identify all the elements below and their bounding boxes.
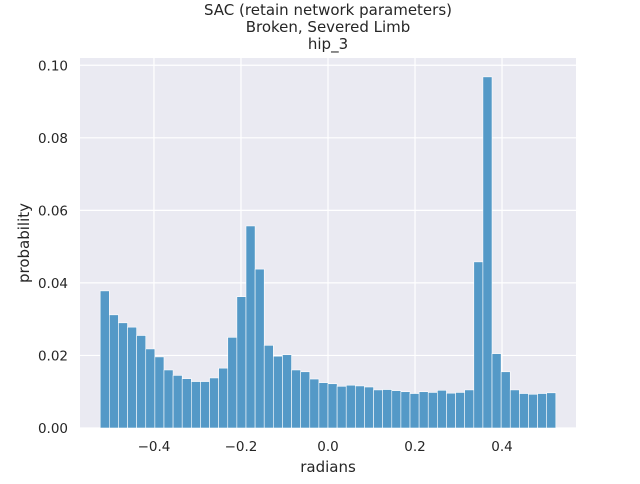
chart-title: SAC (retain network parameters)Broken, S… [204, 1, 452, 54]
histogram-bar [437, 389, 447, 429]
histogram-bar [373, 389, 383, 429]
histogram-bar [245, 225, 256, 429]
histogram-bar [127, 326, 137, 429]
histogram-bar [200, 381, 210, 429]
histogram-bar [537, 393, 547, 429]
histogram-bar [464, 389, 475, 429]
histogram-bar [482, 76, 493, 429]
histogram-bar [455, 392, 465, 429]
histogram-bar [409, 393, 420, 429]
y-tick-label: 0.04 [38, 276, 68, 292]
chart-title-line-2: Broken, Severed Limb [246, 18, 411, 36]
histogram-bar [391, 390, 402, 429]
histogram-bar [99, 290, 110, 429]
histogram-bar [145, 348, 156, 429]
chart-title-line-3: hip_3 [308, 35, 348, 54]
bars [99, 76, 557, 429]
histogram-bar [355, 385, 365, 429]
histogram-bar [172, 375, 183, 429]
histogram-bar [163, 369, 174, 429]
chart-title-line-1: SAC (retain network parameters) [204, 1, 452, 19]
y-axis-label: probability [15, 203, 33, 283]
histogram-bar [509, 389, 520, 429]
histogram-bar [491, 353, 502, 429]
histogram-bar [364, 386, 374, 429]
grid-lines [80, 58, 576, 429]
histogram-bar [263, 344, 274, 429]
histogram-bar [109, 314, 119, 429]
histogram-bar [345, 384, 356, 429]
histogram-bar [336, 385, 347, 429]
x-tick-labels: −0.4 −0.2 0.0 0.2 0.4 [138, 439, 513, 455]
histogram-bar [309, 378, 320, 429]
histogram-bar [473, 261, 484, 429]
histogram-bar [318, 382, 329, 429]
y-tick-label: 0.06 [38, 203, 68, 219]
histogram-bar [227, 337, 238, 429]
y-tick-label: 0.10 [38, 58, 68, 74]
histogram-bar [181, 378, 192, 429]
x-tick-label: −0.4 [138, 439, 171, 455]
histogram-bar [300, 371, 311, 429]
histogram-bar [218, 367, 229, 429]
histogram-bar [291, 369, 301, 429]
x-axis-label: radians [300, 458, 356, 476]
histogram-bar [154, 356, 165, 429]
histogram-bar [236, 296, 247, 429]
histogram-bar [118, 322, 128, 429]
y-tick-label: 0.00 [38, 421, 68, 437]
histogram-bar [427, 392, 438, 429]
histogram-bar [209, 377, 219, 429]
x-tick-label: 0.0 [317, 439, 338, 455]
histogram-bar [191, 381, 201, 429]
histogram-bar [273, 355, 283, 429]
x-tick-label: 0.4 [491, 439, 512, 455]
y-tick-label: 0.08 [38, 131, 68, 147]
histogram-bar [418, 391, 429, 429]
histogram-bar [382, 389, 393, 429]
histogram-bar [136, 335, 147, 429]
x-tick-label: −0.2 [225, 439, 258, 455]
y-tick-labels: 0.00 0.02 0.04 0.06 0.08 0.10 [38, 58, 68, 437]
histogram-bar [546, 392, 557, 429]
y-tick-label: 0.02 [38, 348, 68, 364]
histogram-bar [282, 354, 292, 429]
histogram-bar [446, 392, 456, 429]
histogram-bar [528, 393, 538, 429]
histogram-bar [327, 383, 338, 429]
histogram-bar [400, 391, 411, 429]
histogram-bar [500, 371, 511, 429]
histogram-bar [254, 268, 265, 429]
histogram-bar [519, 393, 529, 429]
x-tick-label: 0.2 [404, 439, 425, 455]
